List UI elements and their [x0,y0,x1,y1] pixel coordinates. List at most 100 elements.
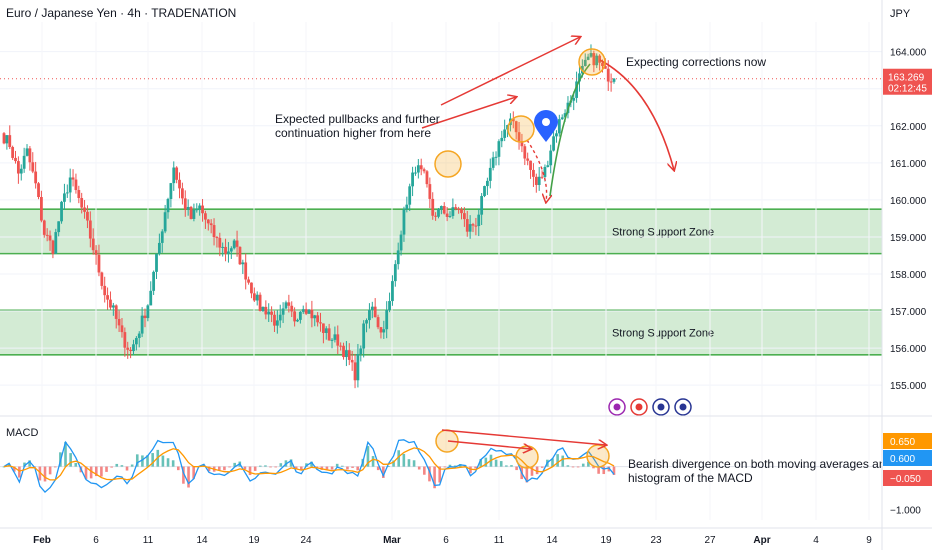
candlestick[interactable] [540,170,544,180]
candlestick[interactable] [408,183,412,212]
candlestick[interactable] [247,276,250,285]
candlestick[interactable] [88,211,92,248]
candlestick[interactable] [465,210,469,237]
candlestick[interactable] [333,326,337,343]
candlestick[interactable] [149,281,153,306]
candlestick[interactable] [100,271,104,290]
candlestick[interactable] [77,185,81,204]
candlestick[interactable] [451,198,455,219]
candlestick[interactable] [445,206,449,222]
candlestick[interactable] [330,338,334,349]
candlestick[interactable] [34,161,38,189]
candlestick[interactable] [40,190,43,223]
candlestick[interactable] [555,130,558,143]
candlestick[interactable] [350,350,354,371]
candlestick[interactable] [143,308,147,328]
candlestick[interactable] [425,170,429,188]
candlestick[interactable] [103,276,107,303]
candlestick[interactable] [252,287,256,302]
candlestick[interactable] [342,342,345,360]
candlestick[interactable] [152,270,156,295]
candlestick[interactable] [2,132,6,145]
candlestick[interactable] [477,208,481,237]
macd-indicator-label[interactable]: MACD [6,427,39,439]
candlestick[interactable] [480,193,484,226]
candlestick[interactable] [224,238,227,262]
candlestick[interactable] [321,323,325,344]
candlestick[interactable] [399,230,403,256]
candlestick[interactable] [345,341,348,367]
candlestick[interactable] [402,206,406,242]
candlestick[interactable] [37,182,40,200]
candlestick[interactable] [57,221,61,237]
candlestick[interactable] [298,311,302,324]
candlestick[interactable] [201,199,204,222]
candlestick[interactable] [319,312,322,332]
candlestick[interactable] [370,301,374,319]
candlestick[interactable] [198,203,202,216]
candlestick[interactable] [419,158,423,176]
candlestick[interactable] [356,343,360,388]
candlestick[interactable] [474,217,478,236]
candlestick[interactable] [227,242,230,263]
macd-value-tag[interactable] [883,450,932,466]
candlestick[interactable] [437,207,440,219]
candlestick[interactable] [229,246,233,259]
candlestick[interactable] [163,204,167,234]
candlestick[interactable] [54,228,58,254]
candlestick[interactable] [307,309,311,314]
candlestick[interactable] [215,235,219,248]
candlestick[interactable] [160,229,164,253]
candlestick[interactable] [609,73,613,92]
candlestick[interactable] [270,306,273,323]
candlestick[interactable] [244,253,248,290]
candlestick[interactable] [255,291,259,306]
candlestick[interactable] [385,301,389,339]
location-marker-icon[interactable] [534,110,558,142]
candlestick[interactable] [612,77,616,84]
candlestick[interactable] [258,292,262,312]
candlestick[interactable] [126,341,130,359]
candlestick[interactable] [497,139,501,166]
candlestick[interactable] [448,211,452,218]
candlestick[interactable] [97,244,101,277]
candlestick[interactable] [140,307,144,338]
candlestick[interactable] [365,318,368,333]
swing-high-circle[interactable] [434,150,462,178]
candlestick[interactable] [488,158,492,189]
candlestick[interactable] [175,166,179,184]
candlestick[interactable] [457,206,461,214]
candlestick[interactable] [491,151,495,171]
candlestick[interactable] [129,347,133,359]
signal-line[interactable] [3,447,615,481]
candlestick[interactable] [261,306,265,312]
candlestick[interactable] [11,145,15,161]
candlestick[interactable] [396,242,400,270]
candlestick[interactable] [296,318,299,323]
candlestick[interactable] [195,203,199,213]
candlestick[interactable] [439,205,443,215]
candlestick[interactable] [428,177,432,208]
candlestick[interactable] [339,342,343,351]
candlestick[interactable] [468,215,472,239]
divergence-circle[interactable] [586,444,610,468]
swing-high-circle[interactable] [578,48,606,76]
candlestick[interactable] [192,203,196,222]
candlestick[interactable] [273,310,276,333]
candlestick[interactable] [42,219,46,238]
candlestick[interactable] [86,205,89,229]
candlestick[interactable] [595,53,599,69]
candlestick[interactable] [434,212,438,221]
candlestick[interactable] [238,246,242,266]
candlestick[interactable] [500,130,504,148]
candlestick[interactable] [264,300,268,320]
candlestick[interactable] [111,302,115,316]
candlestick[interactable] [529,160,532,179]
candlestick[interactable] [520,133,524,153]
candlestick[interactable] [313,314,317,327]
candlestick[interactable] [169,182,173,208]
candlestick[interactable] [186,199,190,216]
candlestick[interactable] [19,164,23,181]
candlestick[interactable] [25,144,29,157]
